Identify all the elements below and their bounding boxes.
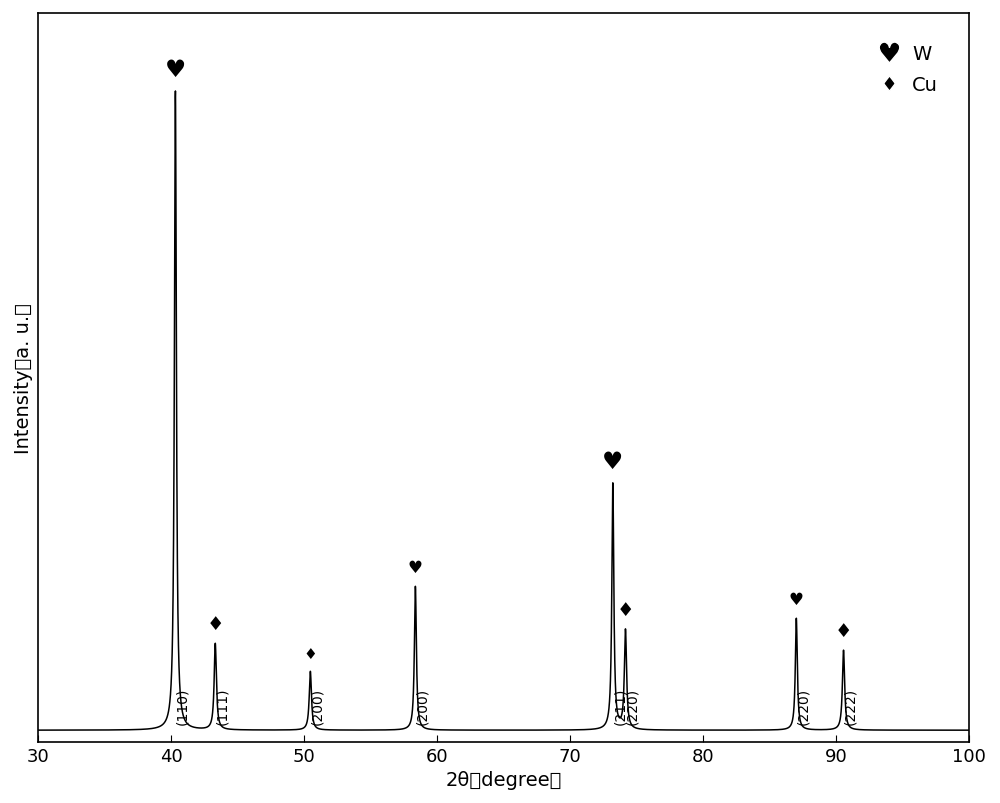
Text: (211): (211)	[613, 687, 627, 724]
Text: ♥: ♥	[165, 58, 186, 82]
Text: (220): (220)	[625, 687, 639, 724]
Text: ♥: ♥	[602, 450, 623, 474]
Text: (110): (110)	[175, 687, 189, 724]
Text: ♦: ♦	[617, 601, 634, 619]
Text: ♦: ♦	[207, 615, 224, 634]
Text: ♦: ♦	[835, 622, 852, 641]
Text: (222): (222)	[844, 687, 858, 724]
Text: (200): (200)	[310, 687, 324, 724]
Text: (200): (200)	[415, 687, 429, 724]
Text: ♦: ♦	[304, 646, 317, 662]
Text: ♥: ♥	[789, 591, 804, 609]
Text: (220): (220)	[796, 687, 810, 724]
Y-axis label: Intensity（a. u.）: Intensity（a. u.）	[14, 303, 33, 453]
Legend: W, Cu: W, Cu	[862, 37, 946, 102]
X-axis label: 2θ（degree）: 2θ（degree）	[446, 770, 562, 789]
Text: (111): (111)	[215, 687, 229, 724]
Text: ♥: ♥	[408, 559, 423, 577]
